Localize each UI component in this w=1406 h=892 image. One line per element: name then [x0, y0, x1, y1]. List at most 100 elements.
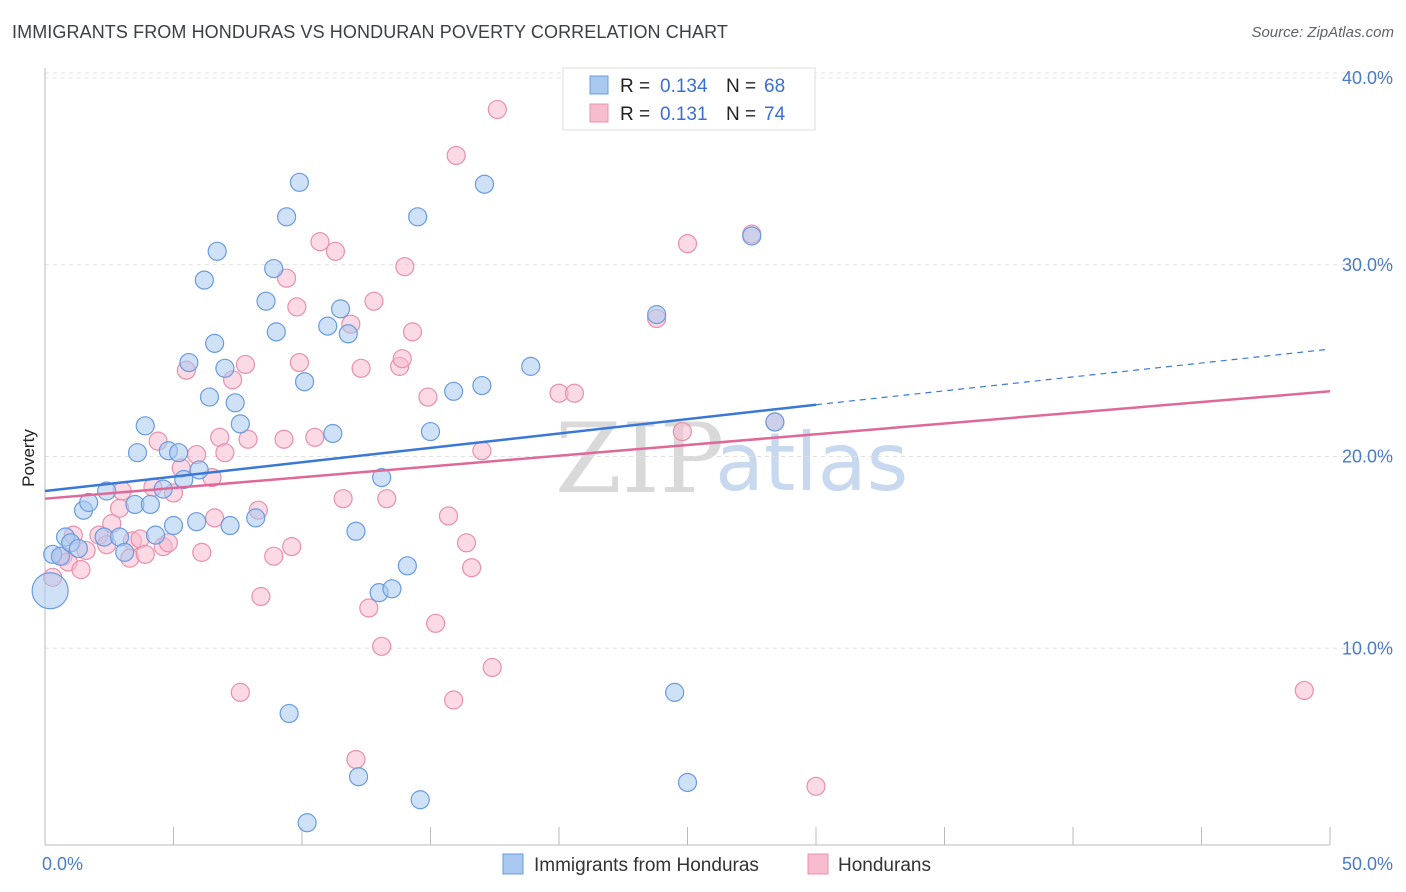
hondurans-point-63 — [482, 657, 502, 678]
hondurans-point-42 — [325, 241, 346, 261]
immigrants-point-1 — [50, 546, 71, 566]
immigrants-point-4 — [68, 538, 89, 559]
hondurans-point-39 — [289, 352, 310, 373]
trend-line-hondurans — [44, 390, 1331, 500]
immigrants-point-41 — [318, 316, 338, 336]
immigrants-point-9 — [97, 481, 117, 501]
hondurans-point-27 — [215, 443, 235, 463]
legend-n-label-pink: N = — [726, 104, 756, 125]
immigrants-point-10 — [115, 542, 135, 562]
hondurans-point-47 — [359, 598, 379, 618]
immigrants-point-28 — [215, 358, 235, 378]
chart-source: Source: ZipAtlas.com — [1251, 24, 1394, 41]
immigrants-point-13 — [135, 416, 155, 436]
x-tick-label-0: 0.0% — [42, 854, 83, 874]
immigrants-point-63 — [31, 572, 69, 610]
immigrants-point-23 — [189, 460, 209, 480]
bottom-legend-label-pink: Hondurans — [838, 855, 931, 876]
immigrants-point-57 — [521, 356, 541, 376]
immigrants-point-22 — [187, 512, 207, 532]
immigrants-point-53 — [420, 421, 441, 442]
immigrants-point-51 — [408, 207, 428, 227]
hondurans-point-40 — [305, 427, 325, 447]
legend-n-value-pink: 74 — [764, 104, 786, 125]
immigrants-point-34 — [264, 258, 284, 279]
hondurans-point-45 — [346, 749, 366, 770]
immigrants-point-26 — [205, 333, 225, 353]
immigrants-point-52 — [410, 790, 430, 810]
immigrants-point-31 — [230, 414, 250, 434]
hondurans-point-50 — [377, 489, 397, 509]
hondurans-point-53 — [395, 257, 415, 277]
immigrants-point-14 — [140, 494, 160, 515]
hondurans-point-33 — [251, 586, 271, 607]
legend-swatch-blue — [589, 75, 609, 95]
hondurans-point-69 — [677, 234, 698, 254]
hondurans-point-48 — [364, 291, 384, 311]
immigrants-point-60 — [677, 772, 698, 793]
hondurans-point-23 — [192, 542, 212, 562]
legend-r-label-pink: R = — [620, 104, 650, 125]
y-tick-label-2: 30.0% — [1342, 255, 1393, 275]
immigrants-point-27 — [207, 241, 227, 261]
immigrants-point-45 — [346, 521, 366, 541]
series-legend: Immigrants from Honduras Hondurans — [502, 853, 931, 876]
hondurans-point-29 — [230, 682, 250, 702]
legend-swatch-pink — [589, 103, 609, 123]
hondurans-point-43 — [333, 489, 353, 509]
legend-n-value-blue: 68 — [764, 76, 785, 97]
immigrants-point-38 — [289, 172, 310, 192]
hondurans-point-58 — [444, 690, 464, 710]
immigrants-point-49 — [382, 579, 402, 599]
immigrants-point-19 — [169, 443, 189, 463]
hondurans-point-41 — [310, 232, 330, 252]
hondurans-point-57 — [438, 506, 459, 526]
immigrants-point-43 — [330, 299, 351, 319]
immigrants-point-18 — [163, 515, 184, 536]
chart-title: IMMIGRANTS FROM HONDURAS VS HONDURAN POV… — [12, 22, 728, 42]
immigrants-point-46 — [348, 767, 369, 787]
immigrants-point-40 — [297, 813, 317, 833]
immigrants-point-56 — [474, 174, 495, 194]
immigrants-point-62 — [765, 412, 785, 432]
immigrants-point-39 — [294, 372, 315, 392]
y-tick-label-0: 10.0% — [1342, 638, 1393, 658]
immigrants-point-54 — [444, 381, 464, 401]
correlation-legend: R = 0.134 N = 68 R = 0.131 N = 74 — [562, 67, 816, 131]
immigrants-point-15 — [145, 525, 166, 545]
x-tick-labels: 0.0% 50.0% — [42, 854, 1393, 874]
hondurans-point-60 — [456, 533, 477, 553]
legend-n-label-blue: N = — [726, 76, 756, 97]
immigrants-point-35 — [266, 322, 286, 342]
hondurans-point-35 — [274, 429, 294, 449]
immigrants-point-6 — [79, 492, 99, 513]
hondurans-point-52 — [392, 349, 412, 369]
immigrants-point-50 — [397, 556, 417, 576]
x-tick-label-1: 50.0% — [1342, 854, 1393, 874]
trend-lines — [44, 348, 1331, 500]
hondurans-point-37 — [282, 537, 302, 557]
trend-line-immigrants — [44, 403, 817, 493]
trend-line-immigrants-extension — [815, 348, 1331, 406]
immigrants-point-42 — [323, 423, 343, 444]
hondurans-point-62 — [472, 441, 492, 461]
legend-r-value-blue: 0.134 — [660, 76, 708, 97]
immigrants-point-48 — [372, 467, 392, 488]
immigrants-point-29 — [220, 515, 240, 536]
watermark: ZIP atlas — [555, 403, 908, 515]
immigrants-point-25 — [199, 387, 220, 407]
hondurans-point-54 — [402, 322, 423, 342]
legend-r-label-blue: R = — [620, 76, 650, 97]
immigrants-point-55 — [472, 375, 492, 396]
immigrants-point-30 — [225, 393, 245, 413]
immigrants-point-33 — [256, 291, 276, 311]
hondurans-point-61 — [462, 558, 482, 578]
immigrants-point-24 — [194, 270, 214, 290]
watermark-zip: ZIP — [555, 403, 724, 515]
hondurans-point-31 — [238, 429, 258, 449]
immigrants-point-37 — [279, 703, 299, 724]
axes — [44, 68, 1331, 846]
y-axis-label: Poverty — [19, 429, 38, 487]
immigrants-point-12 — [127, 443, 148, 463]
hondurans-point-59 — [446, 145, 466, 166]
